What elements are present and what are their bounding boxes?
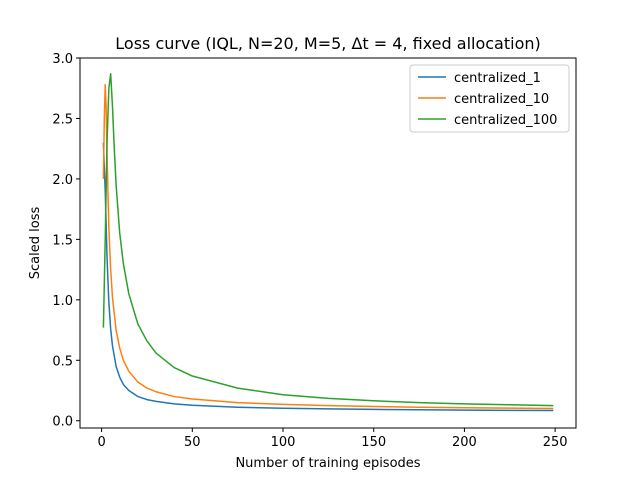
x-tick-label: 50 (184, 435, 201, 450)
x-tick-label: 200 (452, 435, 477, 450)
series-line-centralized_100 (102, 72, 554, 407)
x-axis-label: Number of training episodes (235, 456, 420, 471)
y-tick-label: 0.5 (52, 354, 73, 369)
y-axis-label: Scaled loss (28, 207, 43, 280)
y-tick-label: 0.0 (52, 415, 73, 430)
y-tick-label: 1.5 (52, 233, 73, 248)
y-tick-label: 2.5 (52, 112, 73, 127)
plot-series-group (102, 72, 554, 412)
x-tick-label: 0 (97, 435, 105, 450)
y-tick-label: 1.0 (52, 294, 73, 309)
legend-box (409, 64, 570, 133)
legend-label: centralized_10 (454, 92, 549, 107)
x-tick-label: 250 (543, 435, 568, 450)
chart-title: Loss curve (IQL, N=20, M=5, Δt = 4, fixe… (115, 34, 540, 53)
x-tick-label: 100 (271, 435, 296, 450)
plot-frame (79, 57, 577, 429)
x-axis: 0 50 100 150 200 250 (97, 428, 568, 450)
y-tick-label: 2.0 (52, 173, 73, 188)
y-tick-label: 3.0 (52, 52, 73, 67)
legend-label: centralized_100 (454, 113, 557, 128)
y-axis: 0.0 0.5 1.0 1.5 2.0 2.5 3.0 (52, 52, 80, 430)
series-line-centralized_1 (102, 142, 554, 412)
x-tick-label: 150 (361, 435, 386, 450)
legend-label: centralized_1 (454, 71, 541, 86)
legend: centralized_1 centralized_10 centralized_1… (409, 64, 570, 133)
